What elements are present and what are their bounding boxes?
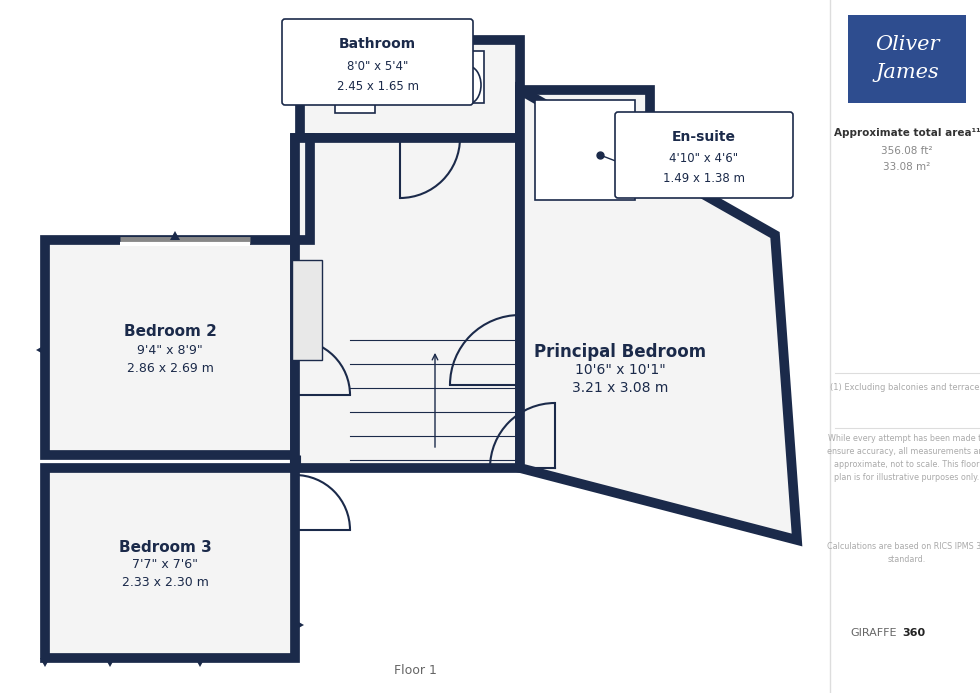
Bar [292, 260, 322, 360]
Text: 4'10" x 4'6": 4'10" x 4'6" [669, 152, 739, 166]
Polygon shape [300, 40, 520, 138]
Polygon shape [195, 658, 205, 667]
Text: 2.33 x 2.30 m: 2.33 x 2.30 m [122, 577, 209, 590]
Text: Oliver: Oliver [875, 35, 939, 55]
Polygon shape [45, 468, 295, 658]
Text: 2.86 x 2.69 m: 2.86 x 2.69 m [126, 362, 214, 374]
Text: Principal Bedroom: Principal Bedroom [534, 343, 706, 361]
Text: 8'0" x 5'4": 8'0" x 5'4" [347, 60, 409, 73]
Polygon shape [295, 620, 304, 630]
Text: Bedroom 2: Bedroom 2 [123, 324, 217, 340]
Polygon shape [36, 345, 45, 355]
Text: 33.08 m²: 33.08 m² [883, 162, 931, 172]
Polygon shape [170, 231, 180, 240]
Text: Bathroom: Bathroom [339, 37, 416, 51]
Text: 10'6" x 10'1": 10'6" x 10'1" [574, 363, 665, 377]
Bar [452, 51, 484, 103]
Polygon shape [40, 658, 50, 667]
Text: 9'4" x 8'9": 9'4" x 8'9" [137, 344, 203, 356]
FancyBboxPatch shape [615, 112, 793, 198]
Text: (1) Excluding balconies and terraces: (1) Excluding balconies and terraces [830, 383, 980, 392]
Polygon shape [295, 138, 520, 468]
Text: While every attempt has been made to
ensure accuracy, all measurements are
appro: While every attempt has been made to ens… [827, 434, 980, 482]
Text: En-suite: En-suite [672, 130, 736, 144]
Ellipse shape [455, 66, 481, 104]
Bar [535, 100, 635, 200]
Text: Floor 1: Floor 1 [394, 665, 436, 678]
Text: GIRAFFE: GIRAFFE [851, 628, 897, 638]
Polygon shape [295, 138, 310, 240]
Polygon shape [105, 658, 115, 667]
Text: 2.45 x 1.65 m: 2.45 x 1.65 m [336, 80, 418, 92]
Text: 3.21 x 3.08 m: 3.21 x 3.08 m [571, 381, 668, 395]
Polygon shape [45, 240, 295, 455]
Polygon shape [520, 90, 797, 540]
Bar [335, 77, 375, 113]
Text: 1.49 x 1.38 m: 1.49 x 1.38 m [663, 173, 745, 186]
Text: 7'7" x 7'6": 7'7" x 7'6" [132, 559, 198, 572]
Text: 356.08 ft²: 356.08 ft² [881, 146, 933, 156]
Text: Bedroom 3: Bedroom 3 [119, 539, 212, 554]
Bar [848, 15, 966, 103]
Text: 360: 360 [902, 628, 925, 638]
Text: Approximate total area¹¹: Approximate total area¹¹ [834, 128, 980, 138]
Text: James: James [875, 64, 939, 82]
Polygon shape [520, 90, 650, 225]
Text: Calculations are based on RICS IPMS 3C
standard.: Calculations are based on RICS IPMS 3C s… [827, 542, 980, 564]
FancyBboxPatch shape [282, 19, 473, 105]
